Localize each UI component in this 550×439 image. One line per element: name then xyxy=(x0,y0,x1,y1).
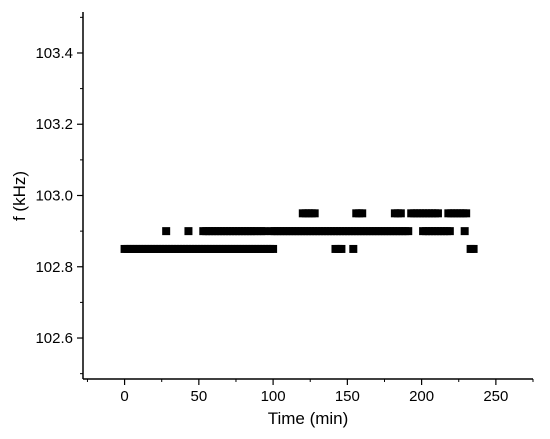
y-tick-label: 102.8 xyxy=(35,259,73,276)
data-point xyxy=(269,244,278,253)
y-axis-title: f (kHz) xyxy=(10,171,29,221)
y-tick-label: 102.6 xyxy=(35,330,73,347)
x-ticks: 0 50 100 150 200 250 xyxy=(86,379,534,405)
x-axis-title: Time (min) xyxy=(268,409,349,428)
data-points xyxy=(120,209,478,253)
y-tick-label: 103.2 xyxy=(35,116,73,133)
axes xyxy=(82,12,533,380)
y-tick-label: 103.0 xyxy=(35,188,73,205)
x-tick-label: 250 xyxy=(483,388,508,405)
data-point xyxy=(252,227,261,236)
data-point xyxy=(310,209,319,218)
data-point xyxy=(433,209,442,218)
x-tick-label: 0 xyxy=(120,388,128,405)
data-point xyxy=(184,227,193,236)
y-ticks: 102.6 102.8 103.0 103.2 103.4 xyxy=(35,16,83,375)
data-point xyxy=(460,227,469,236)
data-point xyxy=(469,244,478,253)
data-point xyxy=(337,244,346,253)
data-point xyxy=(404,227,413,236)
x-tick-label: 200 xyxy=(409,388,434,405)
data-point xyxy=(445,227,454,236)
y-tick-label: 103.4 xyxy=(35,45,73,62)
data-point xyxy=(162,227,171,236)
x-tick-label: 150 xyxy=(335,388,360,405)
x-tick-label: 50 xyxy=(190,388,207,405)
data-point xyxy=(396,209,405,218)
data-point xyxy=(462,209,471,218)
data-point xyxy=(260,227,269,236)
data-point xyxy=(349,244,358,253)
data-point xyxy=(358,209,367,218)
x-tick-label: 100 xyxy=(261,388,286,405)
